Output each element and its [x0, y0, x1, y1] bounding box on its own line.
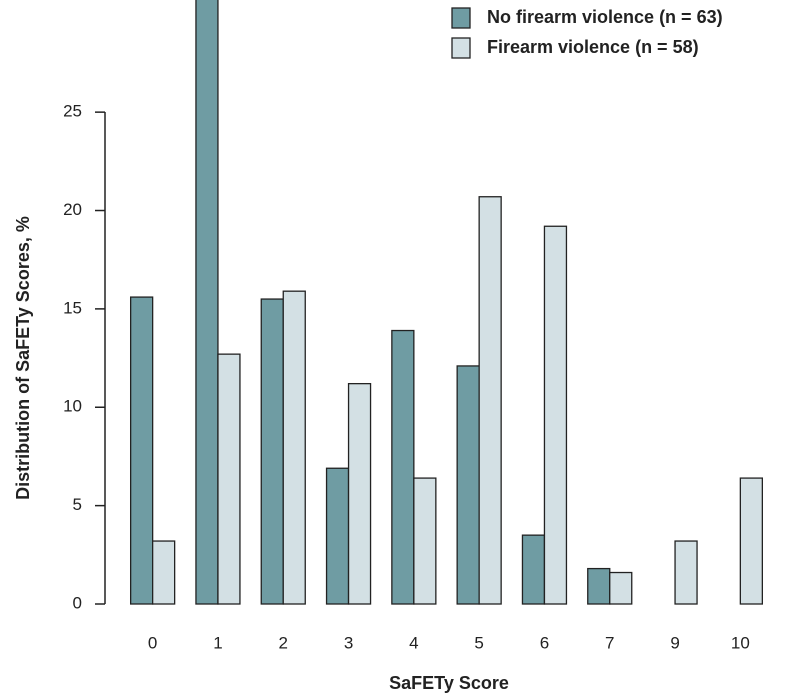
x-tick-label: 3 — [344, 633, 353, 652]
x-tick-label: 0 — [148, 633, 157, 652]
bars — [129, 0, 763, 605]
bar — [325, 467, 350, 605]
bar — [195, 0, 219, 605]
bar — [260, 298, 284, 605]
bar — [391, 329, 415, 605]
x-tick-label: 7 — [605, 633, 614, 652]
bar — [413, 477, 437, 605]
y-tick-label: 25 — [63, 102, 82, 121]
y-tick-label: 20 — [63, 200, 82, 219]
y-tick-label: 5 — [73, 495, 82, 514]
x-tick-label: 2 — [279, 633, 288, 652]
x-tick-label: 10 — [731, 633, 750, 652]
legend-swatch — [451, 7, 471, 29]
bar — [521, 534, 546, 605]
bar — [739, 477, 763, 605]
y-tick-label: 15 — [63, 298, 82, 317]
bar — [129, 296, 154, 605]
x-tick-label: 1 — [213, 633, 222, 652]
bar — [543, 225, 568, 605]
bar — [456, 365, 480, 605]
legend-label: Firearm violence (n = 58) — [487, 37, 699, 57]
x-tick-label: 5 — [474, 633, 483, 652]
x-tick-label: 9 — [670, 633, 679, 652]
legend-swatch — [451, 37, 471, 59]
bar — [609, 571, 633, 605]
bar — [282, 290, 306, 605]
x-tick-label: 6 — [540, 633, 549, 652]
y-tick-label: 10 — [63, 397, 82, 416]
y-axis-label: Distribution of SaFETy Scores, % — [13, 216, 33, 500]
legend-label: No firearm violence (n = 63) — [487, 7, 723, 27]
bar — [347, 382, 372, 605]
x-tick-label: 4 — [409, 633, 418, 652]
bar — [674, 540, 698, 605]
bar — [478, 196, 502, 605]
x-axis-label: SaFETy Score — [389, 673, 509, 693]
bar — [217, 353, 241, 605]
bar — [151, 540, 176, 605]
bar — [587, 567, 611, 605]
y-tick-label: 0 — [73, 593, 82, 612]
